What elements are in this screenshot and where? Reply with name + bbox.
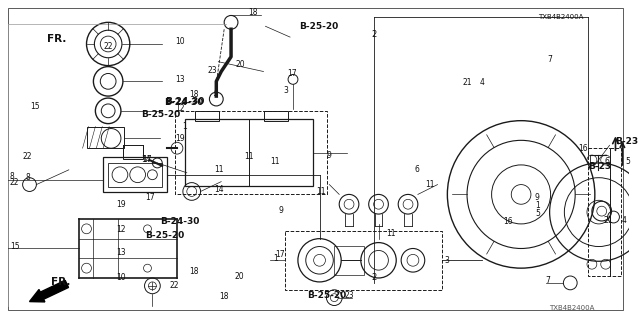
Text: 11: 11 <box>387 229 396 238</box>
Text: 14: 14 <box>214 185 224 194</box>
Text: 13: 13 <box>116 248 126 257</box>
Text: B-25-20: B-25-20 <box>141 110 181 119</box>
Text: 21: 21 <box>463 78 472 87</box>
Text: 15: 15 <box>30 102 40 111</box>
Text: 9: 9 <box>326 151 332 160</box>
Text: 10: 10 <box>116 274 126 283</box>
Bar <box>334 245 364 275</box>
Text: 20: 20 <box>235 272 244 281</box>
Text: 5: 5 <box>535 209 540 218</box>
Text: 2: 2 <box>372 30 377 39</box>
Text: 22: 22 <box>169 281 179 290</box>
Text: 23: 23 <box>207 66 217 75</box>
Text: 12: 12 <box>116 225 126 234</box>
Text: B-25-20: B-25-20 <box>299 22 338 31</box>
Text: B-23: B-23 <box>616 137 639 146</box>
Bar <box>103 157 167 192</box>
Text: 19: 19 <box>175 134 184 143</box>
Text: 3: 3 <box>283 86 288 95</box>
Text: 17: 17 <box>145 193 154 202</box>
Bar <box>86 127 124 148</box>
Text: 23: 23 <box>344 291 354 300</box>
Text: 7: 7 <box>546 276 550 285</box>
Text: FR.: FR. <box>47 34 67 44</box>
Text: B-23: B-23 <box>588 162 611 171</box>
Text: 21: 21 <box>604 216 613 226</box>
Text: 22: 22 <box>22 152 31 161</box>
Text: 22: 22 <box>104 42 113 51</box>
Text: 3: 3 <box>444 256 449 265</box>
Text: 6: 6 <box>414 165 419 174</box>
Text: B-24-30: B-24-30 <box>164 99 204 108</box>
Text: 16: 16 <box>504 217 513 226</box>
Text: 1: 1 <box>182 123 188 132</box>
Text: FR.: FR. <box>51 277 70 287</box>
Text: 9: 9 <box>279 206 284 215</box>
Bar <box>108 163 162 187</box>
Bar <box>123 145 143 159</box>
Text: 18: 18 <box>189 267 198 276</box>
Text: 2: 2 <box>371 274 376 283</box>
Bar <box>264 111 288 121</box>
Text: 13: 13 <box>175 75 184 84</box>
Text: 17: 17 <box>287 69 297 78</box>
Bar <box>175 111 328 195</box>
Text: 20: 20 <box>236 60 246 69</box>
Text: 10: 10 <box>175 36 184 45</box>
Text: 4: 4 <box>479 78 484 87</box>
Text: 7: 7 <box>547 55 552 64</box>
Text: 22: 22 <box>10 178 19 187</box>
Bar <box>609 148 621 276</box>
Text: 16: 16 <box>578 144 588 153</box>
Text: 18: 18 <box>219 292 228 301</box>
Text: 1: 1 <box>535 201 540 210</box>
Bar <box>285 231 442 290</box>
FancyArrow shape <box>29 280 68 302</box>
Text: 1: 1 <box>273 254 278 263</box>
Text: TXB4B2400A: TXB4B2400A <box>548 306 594 311</box>
Text: 19: 19 <box>116 200 126 209</box>
Text: 9: 9 <box>535 193 540 202</box>
Text: 11: 11 <box>244 152 253 161</box>
Text: TXB4B2400A: TXB4B2400A <box>538 14 584 20</box>
Text: 18: 18 <box>189 90 198 99</box>
Text: 15: 15 <box>10 242 19 251</box>
Text: B-25-20: B-25-20 <box>307 291 346 300</box>
Text: B-24-30: B-24-30 <box>165 98 205 107</box>
Text: 11: 11 <box>214 165 223 174</box>
Text: 18: 18 <box>248 8 257 17</box>
Text: 14: 14 <box>141 156 151 164</box>
Text: 11: 11 <box>317 187 326 196</box>
Text: 4: 4 <box>621 216 627 226</box>
Text: 11: 11 <box>425 180 435 189</box>
Bar <box>185 119 313 186</box>
Text: 12: 12 <box>175 104 184 113</box>
Bar <box>588 148 609 276</box>
Text: B-24-30: B-24-30 <box>161 217 200 226</box>
Text: 11: 11 <box>271 157 280 166</box>
Text: 17: 17 <box>276 250 285 259</box>
Text: 17: 17 <box>143 156 152 164</box>
Bar <box>195 111 220 121</box>
Text: B-25-20: B-25-20 <box>145 231 185 240</box>
Text: 8: 8 <box>10 172 15 181</box>
Text: 8: 8 <box>25 173 30 182</box>
Text: 5: 5 <box>625 157 630 166</box>
Text: 6: 6 <box>605 157 609 166</box>
